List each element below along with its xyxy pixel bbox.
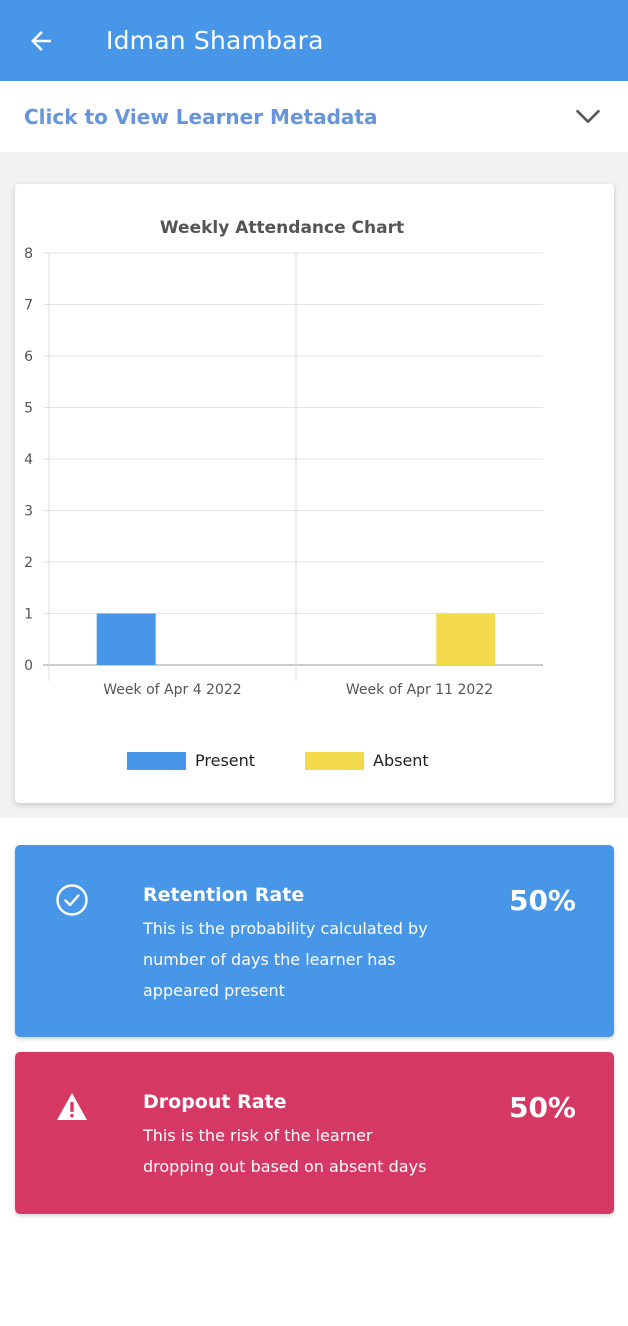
learner-metadata-label: Click to View Learner Metadata bbox=[24, 105, 378, 129]
dropout-rate-card: Dropout Rate This is the risk of the lea… bbox=[15, 1052, 614, 1214]
retention-rate-title: Retention Rate bbox=[143, 884, 305, 906]
y-tick-label: 6 bbox=[24, 349, 33, 365]
dropout-rate-value: 50% bbox=[508, 1091, 576, 1124]
app-bar: Idman Shambara bbox=[0, 0, 628, 81]
y-tick-label: 0 bbox=[24, 658, 33, 674]
dropout-rate-title: Dropout Rate bbox=[143, 1091, 287, 1113]
legend-swatch-absent bbox=[305, 752, 364, 770]
y-tick-label: 5 bbox=[24, 401, 33, 417]
y-tick-label: 3 bbox=[24, 504, 33, 520]
y-tick-label: 7 bbox=[24, 298, 33, 314]
y-tick-label: 8 bbox=[24, 246, 33, 262]
bar-absent bbox=[436, 613, 496, 665]
attendance-chart-card: Weekly Attendance Chart 0 1 2 3 4 5 6 7 8 Week of … bbox=[15, 184, 614, 803]
x-tick-label: Week of Apr 4 2022 bbox=[103, 682, 241, 698]
legend-label-present: Present bbox=[195, 751, 255, 770]
back-button[interactable] bbox=[22, 22, 60, 60]
y-tick-label: 1 bbox=[24, 607, 33, 623]
legend-label-absent: Absent bbox=[373, 751, 429, 770]
x-tick-label: Week of Apr 11 2022 bbox=[346, 682, 493, 698]
dropout-rate-description: This is the risk of the learner dropping… bbox=[143, 1126, 427, 1176]
check-circle-icon bbox=[56, 884, 88, 916]
page-title: Idman Shambara bbox=[106, 26, 324, 55]
chart-title: Weekly Attendance Chart bbox=[160, 218, 404, 238]
legend-swatch-present bbox=[127, 752, 186, 770]
arrow-left-icon bbox=[31, 31, 51, 51]
chevron-down-icon bbox=[576, 109, 600, 123]
retention-rate-value: 50% bbox=[508, 884, 576, 917]
y-tick-label: 2 bbox=[24, 555, 33, 571]
warning-triangle-icon bbox=[57, 1093, 87, 1120]
retention-rate-card: Retention Rate This is the probability c… bbox=[15, 845, 614, 1037]
retention-rate-description: This is the probability calculated by nu… bbox=[143, 919, 428, 1000]
y-tick-label: 4 bbox=[24, 452, 33, 468]
bar-present bbox=[96, 613, 156, 665]
learner-metadata-toggle[interactable]: Click to View Learner Metadata bbox=[0, 81, 628, 152]
attendance-chart: Weekly Attendance Chart 0 1 2 3 4 5 6 7 8 Week of … bbox=[24, 218, 543, 770]
